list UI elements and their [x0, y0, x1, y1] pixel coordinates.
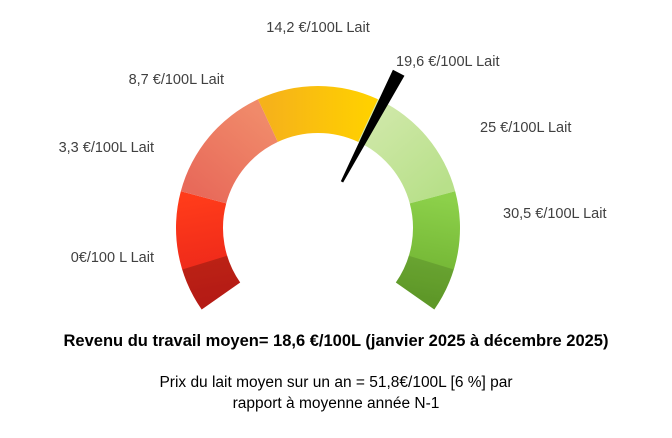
- gauge-needle: [340, 69, 405, 183]
- gauge-scale-label: 30,5 €/100L Lait: [503, 206, 606, 222]
- average-income-headline: Revenu du travail moyen= 18,6 €/100L (ja…: [63, 332, 609, 350]
- gauge-scale-label: 25 €/100L Lait: [480, 120, 571, 136]
- gauge-segment-2: [180, 99, 278, 204]
- average-milk-price-line-1: Prix du lait moyen sur un an = 51,8€/100…: [159, 374, 513, 391]
- gauge-segment-3: [257, 86, 379, 142]
- gauge-scale-label: 14,2 €/100L Lait: [266, 20, 369, 36]
- gauge-scale-labels: 0€/100 L Lait 3,3 €/100L Lait 8,7 €/100L L…: [59, 20, 607, 266]
- gauge-segment-4: [358, 99, 456, 204]
- milk-income-gauge: 0€/100 L Lait 3,3 €/100L Lait 8,7 €/100L L…: [59, 20, 607, 310]
- average-milk-price-line-2: rapport à moyenne année N-1: [232, 395, 440, 412]
- gauge-scale-label: 19,6 €/100L Lait: [396, 54, 499, 70]
- gauge-scale-label: 8,7 €/100L Lait: [129, 72, 224, 88]
- gauge-end-shading: [395, 255, 454, 310]
- gauge-needle-pointer: [340, 69, 405, 183]
- gauge-arc: [176, 86, 460, 310]
- gauge-scale-label: 0€/100 L Lait: [71, 250, 154, 266]
- gauge-scale-label: 3,3 €/100L Lait: [59, 140, 154, 156]
- gauge-segment-1: [176, 191, 241, 310]
- gauge-end-shading: [182, 255, 241, 310]
- gauge-segment-5: [395, 191, 460, 310]
- average-milk-price-note: Prix du lait moyen sur un an = 51,8€/100…: [60, 372, 612, 414]
